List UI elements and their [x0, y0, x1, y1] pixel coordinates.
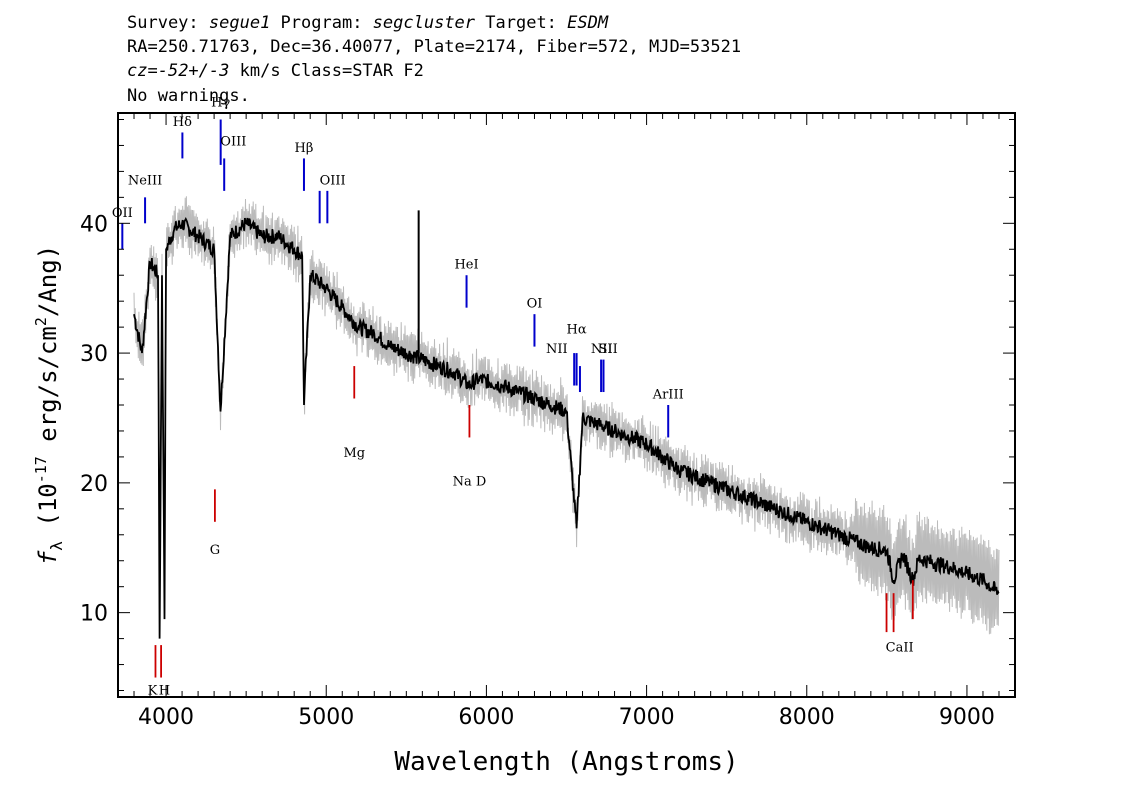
emission-label: OIII — [320, 173, 346, 188]
header-line-2: RA=250.71763, Dec=36.40077, Plate=2174, … — [127, 37, 742, 57]
x-axis-label: Wavelength (Angstroms) — [394, 747, 738, 777]
x-tick-label: 5000 — [298, 705, 354, 730]
flux-line — [133, 216, 1000, 639]
y-tick-label: 40 — [80, 212, 108, 237]
absorption-label: K — [148, 683, 158, 698]
header-line-1: Survey: segue1 Program: segcluster Targe… — [127, 13, 608, 34]
absorption-label: H — [159, 683, 170, 698]
header-line-4: No warnings. — [127, 86, 250, 106]
absorption-label: CaII — [886, 641, 914, 656]
x-tick-label: 8000 — [779, 705, 835, 730]
emission-label: ArIII — [652, 388, 684, 403]
header-line-3: cz=-52+/-3 km/s Class=STAR F2 — [127, 61, 424, 82]
class-text: km/s Class=STAR F2 — [229, 61, 424, 81]
cz-label: cz= — [127, 61, 158, 81]
target-label: Target: — [475, 13, 568, 33]
y-tick-label: 20 — [80, 472, 108, 497]
x-tick-label: 9000 — [939, 705, 995, 730]
survey-value: segue1 — [208, 13, 271, 33]
y-tick-label: 10 — [80, 602, 108, 627]
emission-label: HeI — [454, 258, 478, 273]
absorption-label: G — [210, 543, 220, 558]
cz-value: -52+/-3 — [157, 61, 230, 81]
emission-label: NII — [546, 342, 568, 357]
emission-label: OI — [527, 297, 543, 312]
absorption-label: Mg — [343, 446, 365, 461]
y-tick-label: 30 — [80, 342, 108, 367]
program-label: Program: — [270, 13, 373, 33]
emission-label: OII — [112, 206, 133, 221]
emission-label: Hα — [567, 323, 587, 338]
emission-label: Hβ — [295, 141, 314, 156]
absorption-label: Na D — [453, 474, 487, 489]
x-tick-label: 7000 — [619, 705, 675, 730]
x-tick-label: 4000 — [138, 705, 194, 730]
target-value: ESDM — [567, 13, 609, 33]
emission-label: Hδ — [173, 115, 192, 130]
program-value: segcluster — [372, 13, 476, 33]
emission-label: NeIII — [128, 173, 162, 188]
y-axis-label: fλ (10-17 erg/s/cm2/Ang) — [32, 245, 66, 565]
emission-label: SII — [599, 342, 618, 357]
emission-label: OIII — [220, 134, 246, 149]
emission-label: Hγ — [211, 96, 230, 111]
emission-label: NII — [591, 342, 613, 357]
x-tick-label: 6000 — [458, 705, 514, 730]
survey-label: Survey: — [127, 13, 209, 33]
